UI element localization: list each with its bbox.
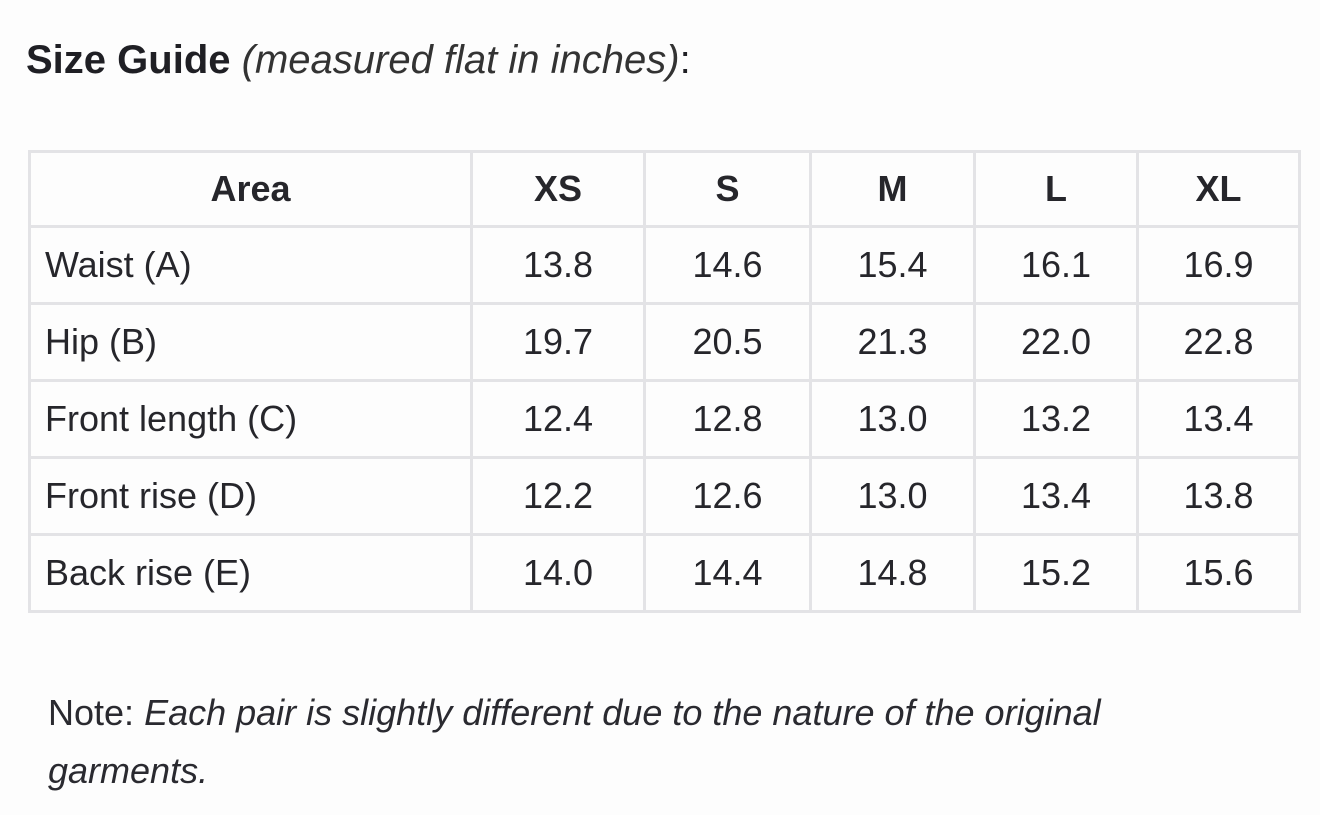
title-italic: (measured flat in inches) [241, 38, 680, 82]
table-row: Front length (C) 12.4 12.8 13.0 13.2 13.4 [28, 379, 1301, 459]
size-value: 20.5 [643, 302, 812, 382]
table-row: Back rise (E) 14.0 14.4 14.8 15.2 15.6 [28, 533, 1301, 613]
note: Note: Each pair is slightly different du… [48, 684, 1108, 800]
size-value: 12.4 [470, 379, 646, 459]
size-value: 15.4 [809, 225, 976, 305]
size-value: 12.6 [643, 456, 812, 536]
header-cell: S [643, 150, 812, 228]
row-label: Hip (B) [28, 302, 473, 382]
size-value: 14.8 [809, 533, 976, 613]
note-label: Note: [48, 692, 135, 733]
size-table: Area XS S M L XL Waist (A) 13.8 14.6 15.4 16.1 16.… [28, 150, 1301, 613]
size-value: 13.0 [809, 379, 976, 459]
table-row: Hip (B) 19.7 20.5 21.3 22.0 22.8 [28, 302, 1301, 382]
row-label: Back rise (E) [28, 533, 473, 613]
size-value: 13.8 [470, 225, 646, 305]
title-suffix: : [679, 38, 691, 82]
header-cell: M [809, 150, 976, 228]
size-value: 12.8 [643, 379, 812, 459]
header-cell: Area [28, 150, 473, 228]
row-label: Front length (C) [28, 379, 473, 459]
title-bold: Size Guide [26, 38, 231, 82]
size-value: 14.4 [643, 533, 812, 613]
size-value: 15.6 [1136, 533, 1301, 613]
title: Size Guide (measured flat in inches): [26, 38, 691, 83]
size-value: 14.0 [470, 533, 646, 613]
size-value: 13.4 [973, 456, 1139, 536]
row-label: Front rise (D) [28, 456, 473, 536]
size-value: 21.3 [809, 302, 976, 382]
header-cell: XL [1136, 150, 1301, 228]
size-value: 19.7 [470, 302, 646, 382]
note-text: Each pair is slightly different due to t… [48, 692, 1101, 791]
size-value: 13.0 [809, 456, 976, 536]
header-cell: L [973, 150, 1139, 228]
size-value: 16.1 [973, 225, 1139, 305]
row-label: Waist (A) [28, 225, 473, 305]
table-row: Waist (A) 13.8 14.6 15.4 16.1 16.9 [28, 225, 1301, 305]
table-row: Front rise (D) 12.2 12.6 13.0 13.4 13.8 [28, 456, 1301, 536]
size-value: 15.2 [973, 533, 1139, 613]
header-row: Area XS S M L XL [28, 150, 1301, 228]
size-value: 16.9 [1136, 225, 1301, 305]
size-value: 13.4 [1136, 379, 1301, 459]
size-value: 14.6 [643, 225, 812, 305]
header-cell: XS [470, 150, 646, 228]
size-value: 22.0 [973, 302, 1139, 382]
size-value: 12.2 [470, 456, 646, 536]
size-value: 13.2 [973, 379, 1139, 459]
size-value: 13.8 [1136, 456, 1301, 536]
size-value: 22.8 [1136, 302, 1301, 382]
